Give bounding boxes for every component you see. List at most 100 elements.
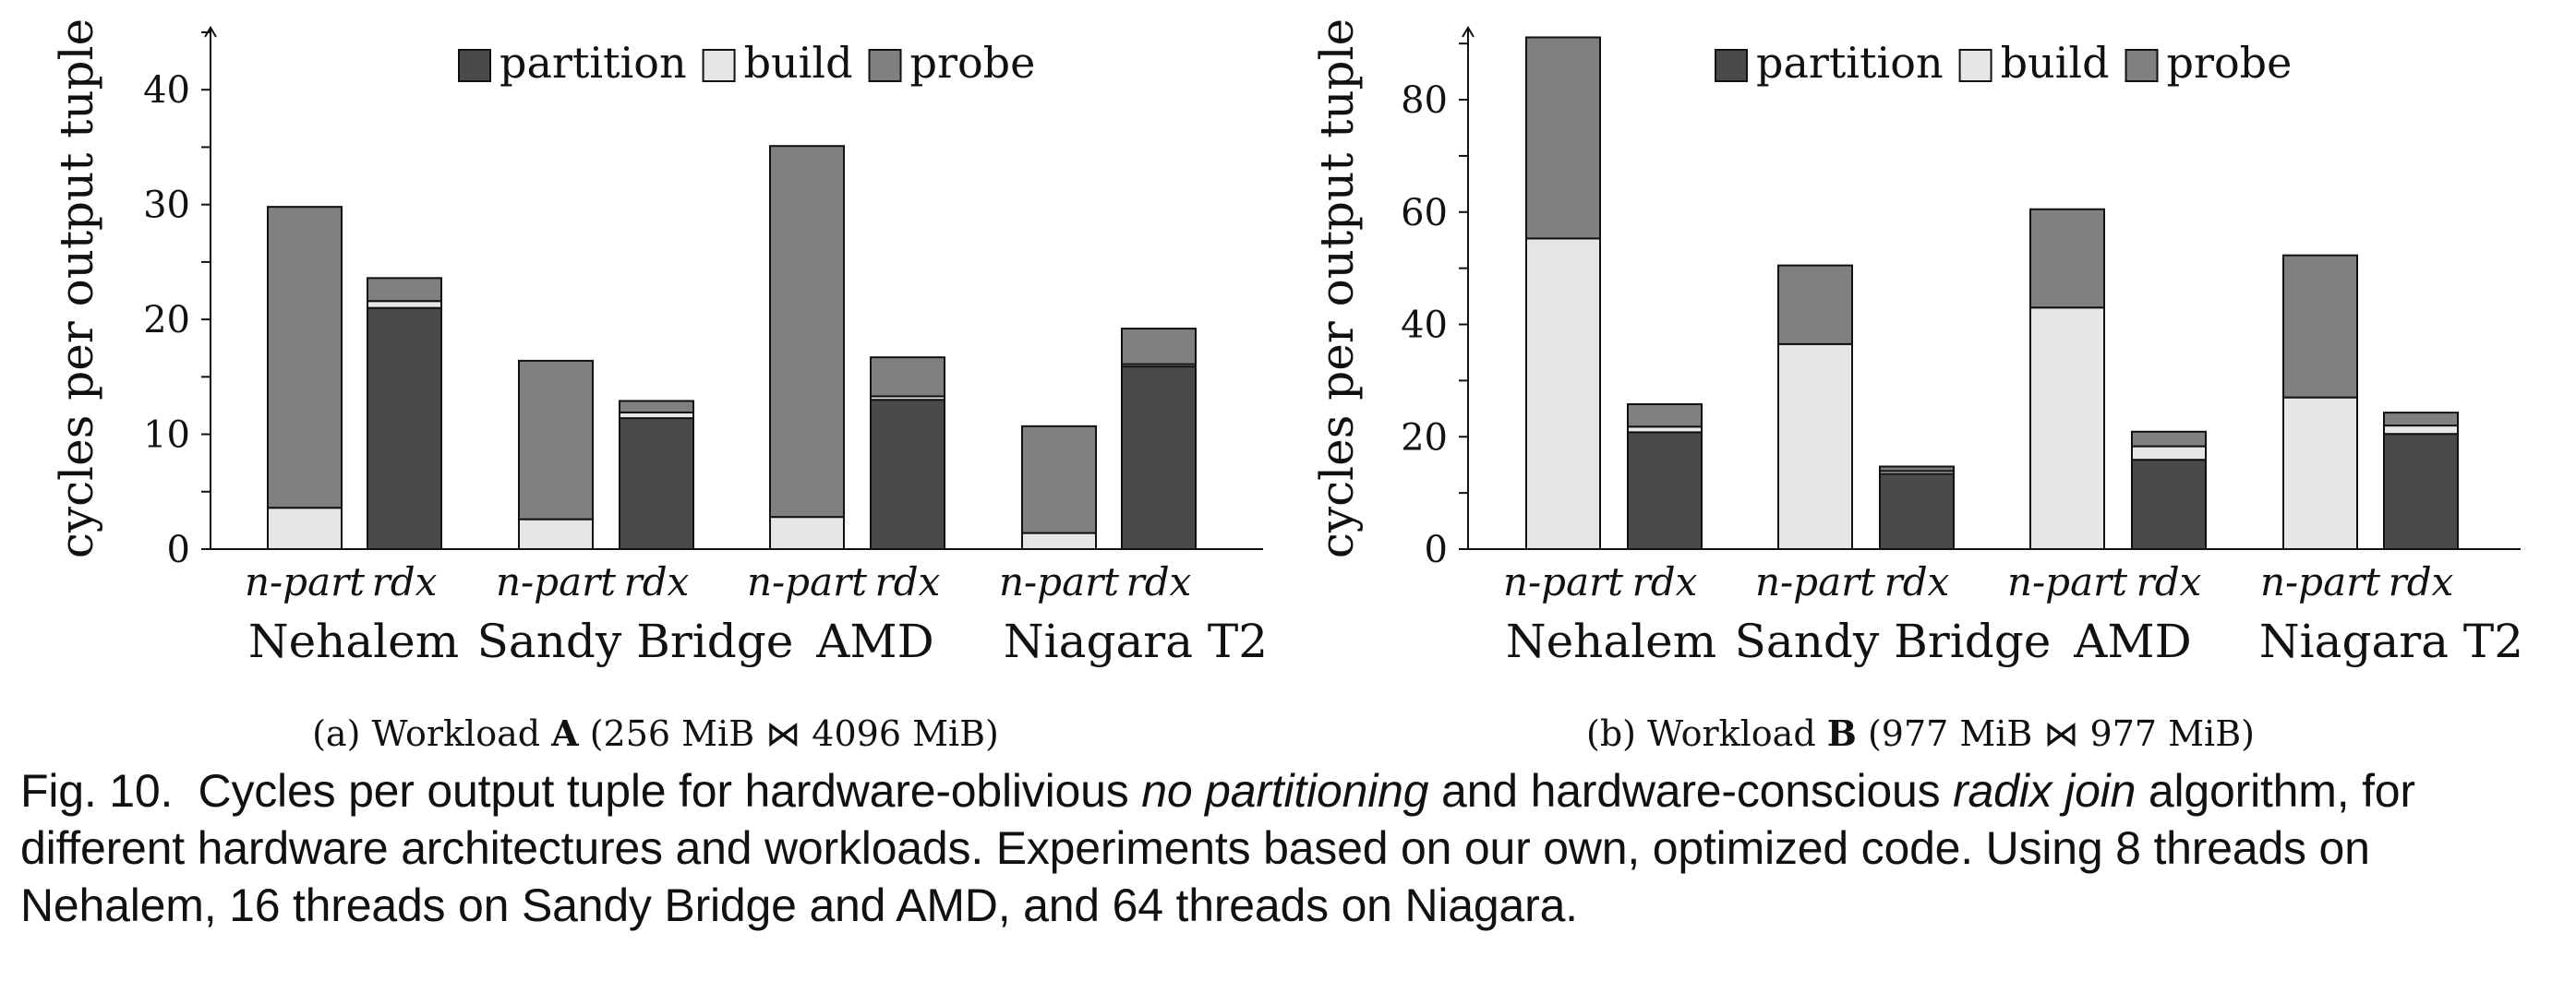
bar-segment-build <box>2131 445 2207 461</box>
legend-label-probe: probe <box>2167 38 2293 88</box>
bar-segment-build <box>2282 396 2358 550</box>
bar-segment-probe <box>1121 328 1197 365</box>
legend-swatch-partition <box>458 49 491 82</box>
bar-niagara-t2-rdx <box>1121 328 1197 550</box>
y-axis-arrow <box>1462 26 1475 38</box>
bar-segment-probe <box>1525 36 1601 240</box>
bar-sandy-bridge-n-part <box>518 359 594 551</box>
bar-segment-partition <box>1121 365 1197 550</box>
caption-emphasis-no-partitioning: no partitioning <box>1141 765 1429 817</box>
y-tick-label: 20 <box>143 299 190 341</box>
bar-amd-rdx <box>870 356 945 550</box>
bar-segment-build <box>1777 342 1853 550</box>
y-tick-label: 30 <box>143 185 190 227</box>
bar-sandy-bridge-rdx <box>1879 465 1955 550</box>
bar-segment-build <box>367 300 442 309</box>
bar-segment-build <box>267 507 343 551</box>
group-label: AMD <box>815 615 933 668</box>
bar-amd-n-part <box>769 145 845 551</box>
y-tick-label: 0 <box>1425 529 1448 571</box>
bar-segment-probe <box>267 206 343 509</box>
bar-segment-partition <box>1879 473 1955 550</box>
bar-sandy-bridge-n-part <box>1777 264 1853 550</box>
bar-segment-build <box>1525 237 1601 550</box>
bar-nehalem-rdx <box>367 277 442 550</box>
bar-label: n-part <box>1755 559 1875 604</box>
legend: partition build probe <box>458 38 1036 88</box>
y-tick-label: 40 <box>1401 305 1448 347</box>
bar-segment-build <box>2029 306 2105 550</box>
bar-label: rdx <box>1884 559 1950 604</box>
bar-segment-partition <box>367 306 442 550</box>
bar-segment-build <box>2383 425 2459 436</box>
legend-swatch-partition <box>1715 49 1748 82</box>
bar-segment-build <box>1021 532 1097 550</box>
bar-amd-rdx <box>2131 430 2207 550</box>
y-axis-label: cycles per output tuple <box>1310 18 1364 558</box>
y-tick-label: 10 <box>143 414 190 457</box>
bar-segment-probe <box>870 356 945 398</box>
bar-segment-probe <box>769 145 845 519</box>
legend-label-partition: partition <box>500 38 687 88</box>
group-label: Niagara T2 <box>1004 615 1268 668</box>
bar-segment-partition <box>2383 433 2459 550</box>
group-label: AMD <box>2073 615 2191 668</box>
bar-label: rdx <box>624 559 690 604</box>
bar-amd-n-part <box>2029 208 2105 550</box>
bar-segment-probe <box>518 359 594 520</box>
bar-label: n-part <box>496 559 616 604</box>
legend-swatch-build <box>702 49 736 82</box>
group-label: Nehalem <box>248 615 459 668</box>
y-axis-arrow <box>204 26 217 38</box>
y-tick-label: 60 <box>1401 192 1448 234</box>
caption-text-2: and hardware-conscious <box>1428 765 1954 817</box>
bar-niagara-t2-n-part <box>2282 254 2358 550</box>
legend-swatch-probe <box>868 49 902 82</box>
caption-prefix: Fig. 10. <box>20 765 174 817</box>
bar-label: rdx <box>875 559 941 604</box>
bar-segment-probe <box>367 277 442 303</box>
y-tick-label: 80 <box>1401 79 1448 122</box>
y-axis-label: cycles per output tuple <box>50 18 103 558</box>
bar-label: n-part <box>747 559 867 604</box>
bar-sandy-bridge-rdx <box>619 400 694 550</box>
bar-label: n-part <box>2007 559 2127 604</box>
bar-label: n-part <box>245 559 365 604</box>
bar-segment-probe <box>619 400 694 413</box>
bar-label: rdx <box>2137 559 2202 604</box>
bar-nehalem-n-part <box>267 206 343 551</box>
subcaption: (b) Workload B (977 MiB ⋈ 977 MiB) <box>1586 712 2255 754</box>
legend-label-probe: probe <box>910 38 1036 88</box>
bar-segment-partition <box>2131 459 2207 550</box>
bar-label: n-part <box>2260 559 2380 604</box>
bar-label: n-part <box>999 559 1119 604</box>
caption-emphasis-radix-join: radix join <box>1953 765 2137 817</box>
group-label: Sandy Bridge <box>477 615 794 668</box>
caption-text-1: Cycles per output tuple for hardware-obl… <box>198 765 1142 817</box>
y-tick-label: 40 <box>143 69 190 112</box>
subcaption: (a) Workload A (256 MiB ⋈ 4096 MiB) <box>312 712 999 754</box>
bar-segment-probe <box>1021 425 1097 534</box>
group-label: Niagara T2 <box>2259 615 2523 668</box>
bar-label: n-part <box>1503 559 1623 604</box>
caption-text-3: algorithm, for different hardware archit… <box>20 765 2415 931</box>
bar-segment-probe <box>2282 254 2358 399</box>
bar-segment-probe <box>1879 465 1955 473</box>
bar-segment-probe <box>2383 412 2459 427</box>
bar-label: rdx <box>1632 559 1698 604</box>
bar-nehalem-rdx <box>1627 402 1703 550</box>
group-label: Nehalem <box>1506 615 1716 668</box>
bar-segment-build <box>518 518 594 551</box>
bar-segment-build <box>769 516 845 551</box>
bar-label: rdx <box>1126 559 1192 604</box>
bar-niagara-t2-rdx <box>2383 412 2459 550</box>
bar-segment-probe <box>2131 430 2207 448</box>
legend: partition build probe <box>1715 38 2292 88</box>
y-tick-label: 0 <box>167 529 190 571</box>
bar-niagara-t2-n-part <box>1021 425 1097 550</box>
legend-swatch-probe <box>2125 49 2159 82</box>
bar-segment-probe <box>2029 208 2105 309</box>
